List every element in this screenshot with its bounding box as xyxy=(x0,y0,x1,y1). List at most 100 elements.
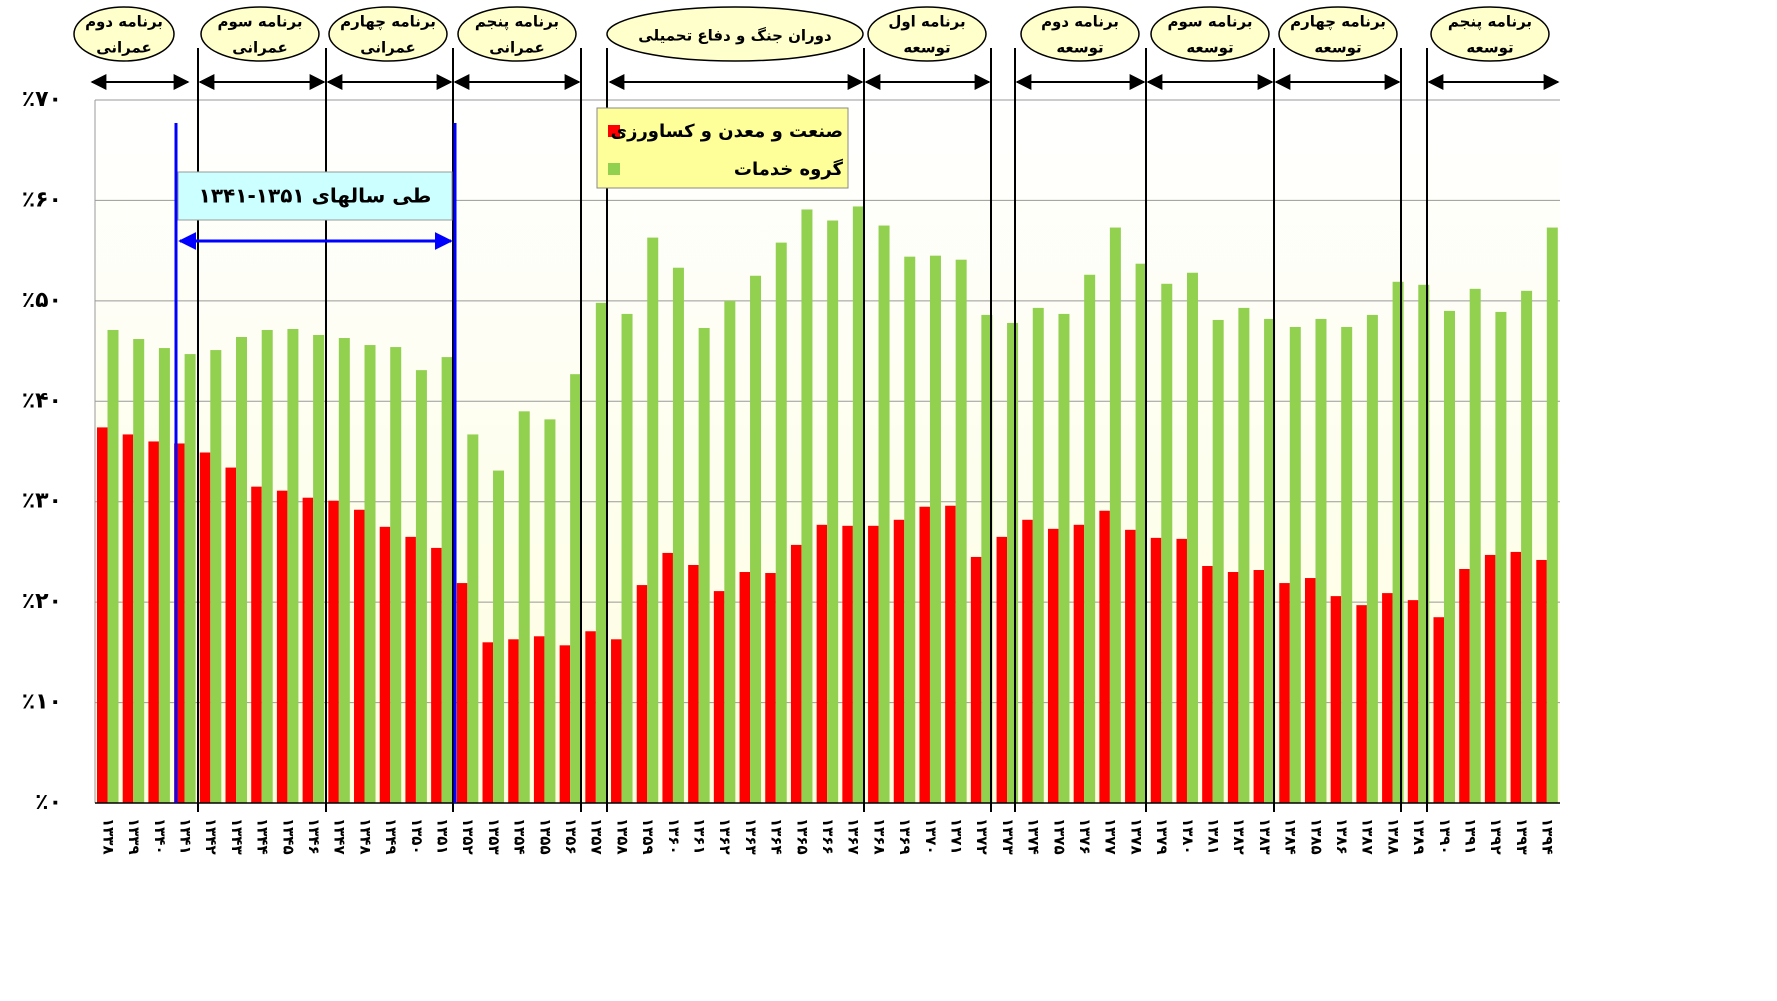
x-tick-label: ۱۳۷۴ xyxy=(1025,818,1043,855)
x-tick-label: ۱۳۳۸ xyxy=(99,818,117,855)
y-tick-label: ٪۰ xyxy=(35,790,62,815)
bar xyxy=(148,441,159,803)
period-label: توسعه xyxy=(1314,39,1361,57)
bar xyxy=(724,300,736,803)
bar xyxy=(210,350,222,803)
bar xyxy=(251,486,262,803)
bar xyxy=(1084,274,1096,803)
bar xyxy=(1007,322,1019,803)
bar xyxy=(790,544,802,803)
bar xyxy=(1484,554,1496,803)
bar xyxy=(996,536,1008,803)
bar xyxy=(1058,313,1070,803)
bar xyxy=(1289,326,1301,803)
bar xyxy=(174,443,185,803)
bar xyxy=(570,374,582,803)
x-tick-label: ۱۳۵۵ xyxy=(536,818,554,855)
period-label: توسعه xyxy=(1056,39,1103,57)
x-tick-label: ۱۳۹۱ xyxy=(1462,818,1480,855)
bar xyxy=(1227,572,1239,803)
bar xyxy=(1109,227,1121,803)
period-badge xyxy=(1150,6,1270,62)
period-label: برنامه چهارم xyxy=(340,13,436,32)
period-badge xyxy=(200,6,320,62)
x-tick-label: ۱۳۵۸ xyxy=(613,818,631,855)
bar xyxy=(801,209,813,803)
bar xyxy=(1356,605,1367,803)
bar xyxy=(364,345,376,803)
period-label: عمرانی xyxy=(360,39,416,57)
x-tick-label: ۱۳۷۳ xyxy=(999,818,1017,855)
x-tick-label: ۱۳۵۴ xyxy=(511,818,529,855)
x-tick-label: ۱۳۷۵ xyxy=(1050,818,1068,855)
x-tick-label: ۱۳۹۳ xyxy=(1513,818,1531,855)
bar xyxy=(1212,319,1224,803)
x-tick-label: ۱۳۷۹ xyxy=(1153,818,1171,855)
bar xyxy=(508,639,519,803)
period-label: برنامه پنجم xyxy=(475,13,559,32)
x-tick-label: ۱۳۷۶ xyxy=(1076,818,1094,855)
x-tick-label: ۱۳۶۶ xyxy=(819,818,837,855)
bar xyxy=(1047,528,1059,803)
x-tick-label: ۱۳۴۳ xyxy=(228,818,246,855)
bar xyxy=(1510,551,1522,803)
bar xyxy=(816,524,828,803)
x-tick-label: ۱۳۸۷ xyxy=(1359,818,1377,855)
bar xyxy=(647,237,659,803)
annotation-box xyxy=(177,171,453,221)
legend-label: صنعت و معدن و کساورزی xyxy=(611,121,843,142)
x-tick-label: ۱۳۵۹ xyxy=(639,818,657,855)
period-badge xyxy=(328,6,448,62)
y-tick-label: ٪۲۰ xyxy=(22,589,62,614)
bar xyxy=(441,357,453,803)
x-tick-label: ۱۳۶۰ xyxy=(665,818,683,855)
x-tick-label: ۱۳۸۸ xyxy=(1384,818,1402,855)
bar xyxy=(919,506,930,803)
bar xyxy=(122,434,134,803)
bar xyxy=(1315,318,1327,803)
bar xyxy=(955,259,967,804)
bar xyxy=(225,467,237,803)
x-tick-label: ۱۳۷۷ xyxy=(1102,818,1120,855)
bar xyxy=(1022,519,1033,803)
bar xyxy=(467,434,479,803)
period-label: برنامه دوم xyxy=(85,13,163,31)
period-label: توسعه xyxy=(1186,39,1233,57)
period-label: توسعه xyxy=(1466,39,1513,57)
bar xyxy=(482,642,494,803)
bar xyxy=(184,354,196,803)
bar xyxy=(405,536,416,803)
legend-swatch xyxy=(608,125,620,137)
bar xyxy=(1366,314,1378,803)
period-badge xyxy=(1020,6,1140,62)
annotation-text: طی سالهای ۱۳۵۱-۱۳۴۱ xyxy=(199,184,432,208)
x-tick-label: ۱۳۴۶ xyxy=(305,818,323,855)
x-tick-label: ۱۳۵۷ xyxy=(588,818,606,855)
period-badge xyxy=(1278,6,1398,62)
bar xyxy=(456,583,468,803)
bar xyxy=(1495,311,1507,803)
x-tick-label: ۱۳۵۳ xyxy=(485,818,503,855)
x-tick-label: ۱۳۵۰ xyxy=(408,818,426,855)
bar xyxy=(904,256,916,803)
bar xyxy=(354,509,365,803)
bar xyxy=(158,348,170,803)
y-tick-label: ٪۵۰ xyxy=(22,288,62,313)
bar xyxy=(199,452,211,803)
bar xyxy=(1407,600,1419,803)
y-tick-label: ٪۷۰ xyxy=(22,87,62,112)
bar xyxy=(929,255,941,803)
bar xyxy=(945,505,956,803)
bar xyxy=(431,547,442,803)
bar xyxy=(585,631,596,803)
x-tick-label: ۱۳۶۸ xyxy=(870,818,888,855)
period-label: عمرانی xyxy=(489,39,545,57)
bar xyxy=(415,370,427,803)
period-label: برنامه سوم xyxy=(218,13,303,31)
bar xyxy=(621,313,633,803)
x-tick-label: ۱۳۶۱ xyxy=(690,818,708,855)
bar xyxy=(842,525,853,803)
x-tick-label: ۱۳۵۱ xyxy=(433,818,451,855)
bar xyxy=(1176,538,1187,803)
